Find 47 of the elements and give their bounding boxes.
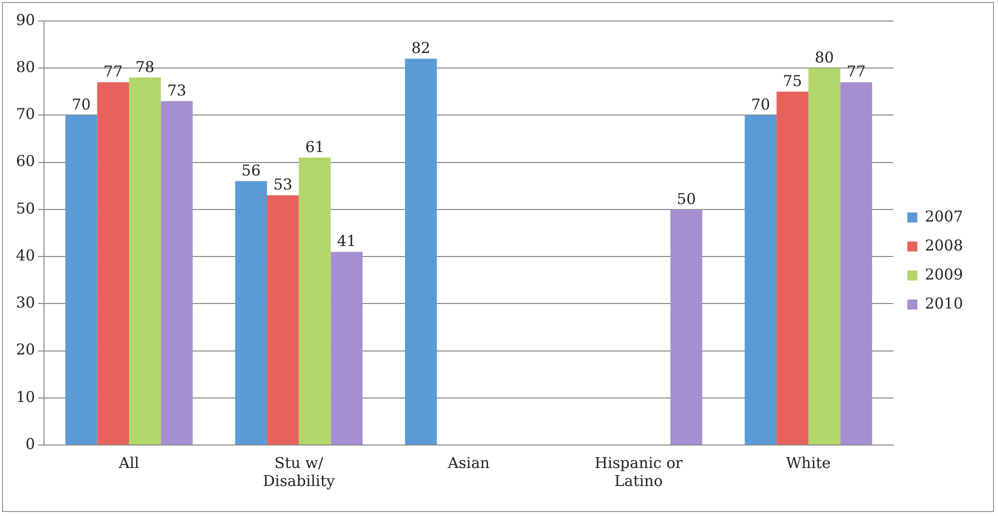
data-label: 82 bbox=[411, 39, 430, 58]
data-label: 70 bbox=[751, 96, 770, 114]
data-label: 50 bbox=[676, 190, 696, 208]
bar bbox=[129, 78, 161, 444]
data-label: 77 bbox=[846, 62, 866, 81]
data-label: 70 bbox=[72, 96, 91, 114]
y-tick-label: 0 bbox=[26, 434, 36, 453]
legend-label: 2009 bbox=[924, 265, 964, 284]
data-label: 41 bbox=[337, 232, 356, 250]
x-tick-label: Asian bbox=[446, 454, 490, 472]
x-tick-label: Stu w/ Disability bbox=[262, 454, 336, 490]
y-tick-label: 60 bbox=[16, 152, 36, 170]
bar bbox=[235, 181, 268, 444]
x-tick-label: White bbox=[786, 454, 831, 472]
bar bbox=[160, 101, 193, 444]
data-label: 53 bbox=[273, 176, 292, 194]
data-label: 78 bbox=[135, 58, 154, 76]
bar bbox=[97, 82, 130, 444]
y-tick-label: 40 bbox=[16, 246, 36, 264]
bar bbox=[776, 92, 808, 444]
legend-label: 2010 bbox=[924, 294, 964, 312]
data-label: 77 bbox=[104, 62, 123, 81]
bar bbox=[670, 209, 702, 444]
bar bbox=[840, 82, 872, 444]
y-tick-label: 80 bbox=[16, 58, 36, 76]
y-tick-label: 90 bbox=[16, 10, 36, 29]
legend-label: 2008 bbox=[924, 236, 964, 254]
legend-label: 2007 bbox=[924, 207, 964, 226]
data-label: 56 bbox=[242, 162, 261, 180]
x-tick-label: Hispanic or Latino bbox=[594, 454, 684, 490]
y-tick-label: 20 bbox=[16, 340, 36, 359]
x-tick-label: All bbox=[118, 454, 140, 472]
bar bbox=[744, 115, 777, 444]
y-tick-label: 50 bbox=[16, 199, 36, 218]
bar bbox=[65, 115, 98, 444]
y-tick-label: 30 bbox=[16, 294, 36, 312]
bar bbox=[405, 58, 437, 444]
bar bbox=[267, 195, 299, 444]
data-label: 61 bbox=[305, 138, 324, 156]
bar bbox=[330, 252, 363, 444]
data-label: 73 bbox=[167, 81, 186, 100]
bar bbox=[298, 158, 331, 444]
y-tick-label: 70 bbox=[16, 105, 36, 124]
y-tick-label: 10 bbox=[16, 388, 36, 406]
data-label: 75 bbox=[782, 72, 802, 90]
bar bbox=[808, 68, 840, 444]
data-label: 80 bbox=[814, 48, 834, 66]
